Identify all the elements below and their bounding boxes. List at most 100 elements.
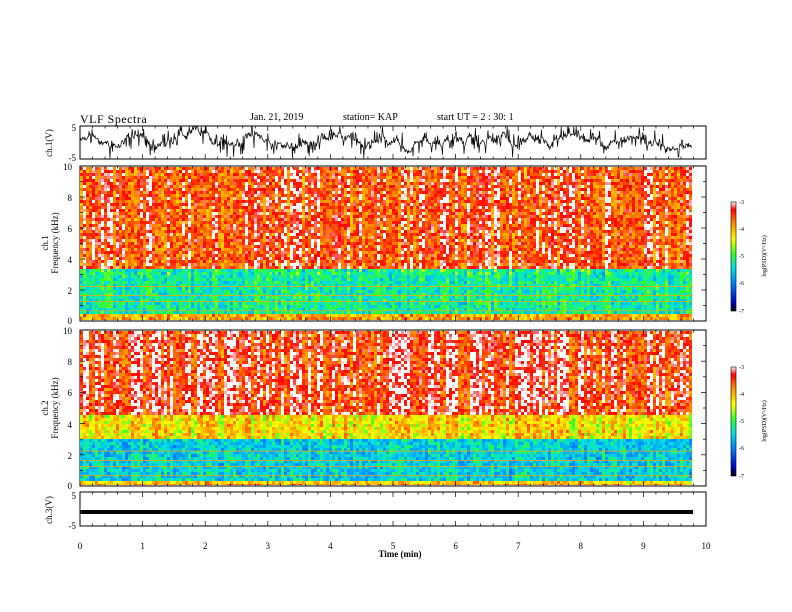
- spectrogram-cell: [398, 182, 401, 185]
- spectrogram-cell: [554, 233, 557, 236]
- spectrogram-cell: [686, 179, 689, 182]
- spectrogram-cell: [455, 197, 458, 200]
- spectrogram-cell: [341, 170, 344, 173]
- spectrogram-cell: [380, 203, 383, 206]
- spectrogram-cell: [404, 203, 407, 206]
- spectrogram-cell: [665, 197, 668, 200]
- spectrogram-cell: [98, 209, 101, 212]
- spectrogram-cell: [401, 215, 404, 218]
- spectrogram-cell: [167, 185, 170, 188]
- spectrogram-cell: [296, 185, 299, 188]
- spectrogram-cell: [419, 227, 422, 230]
- spectrogram-cell: [437, 236, 440, 239]
- spectrogram-cell: [305, 182, 308, 185]
- spectrogram-cell: [440, 170, 443, 173]
- spectrogram-cell: [467, 224, 470, 227]
- spectrogram-cell: [461, 173, 464, 176]
- spectrogram-cell: [605, 227, 608, 230]
- spectrogram-cell: [563, 185, 566, 188]
- spectrogram-cell: [191, 200, 194, 203]
- spectrogram-cell: [119, 230, 122, 233]
- spectrogram-cell: [257, 236, 260, 239]
- spectrogram-cell: [269, 239, 272, 242]
- spectrogram-cell: [650, 182, 653, 185]
- spectrogram-cell: [332, 173, 335, 176]
- spectrogram-cell: [680, 230, 683, 233]
- spectrogram-cell: [632, 224, 635, 227]
- spectrogram-cell: [467, 203, 470, 206]
- spectrogram-cell: [659, 215, 662, 218]
- spectrogram-cell: [491, 233, 494, 236]
- spectrogram-cell: [410, 233, 413, 236]
- spectrogram-cell: [182, 191, 185, 194]
- spectrogram-cell: [599, 221, 602, 224]
- spectrogram-cell: [344, 227, 347, 230]
- spectrogram-cell: [311, 200, 314, 203]
- spectrogram-cell: [224, 179, 227, 182]
- spectrogram-cell: [242, 197, 245, 200]
- spectrogram-cell: [131, 170, 134, 173]
- spectrogram-cell: [560, 203, 563, 206]
- spectrogram-cell: [296, 236, 299, 239]
- spectrogram-cell: [557, 203, 560, 206]
- spectrogram-cell: [449, 170, 452, 173]
- spectrogram-cell: [140, 179, 143, 182]
- spectrogram-cell: [479, 179, 482, 182]
- spectrogram-cell: [347, 191, 350, 194]
- spectrogram-cell: [488, 170, 491, 173]
- spectrogram-cell: [524, 200, 527, 203]
- spectrogram-cell: [554, 221, 557, 224]
- spectrogram-cell: [149, 179, 152, 182]
- spectrogram-cell: [305, 218, 308, 221]
- spectrogram-cell: [209, 236, 212, 239]
- spectrogram-cell: [221, 221, 224, 224]
- spectrogram-cell: [308, 233, 311, 236]
- spectrogram-cell: [599, 194, 602, 197]
- spectrogram-cell: [563, 230, 566, 233]
- spectrogram-cell: [650, 200, 653, 203]
- spectrogram-cell: [149, 230, 152, 233]
- spectrogram-cell: [413, 227, 416, 230]
- spectrogram-cell: [356, 224, 359, 227]
- spectrogram-cell: [434, 197, 437, 200]
- spectrogram-cell: [125, 227, 128, 230]
- spectrogram-cell: [332, 239, 335, 242]
- spectrogram-cell: [515, 224, 518, 227]
- spectrogram-cell: [623, 191, 626, 194]
- spectrogram-cell: [581, 182, 584, 185]
- spectrogram-cell: [278, 224, 281, 227]
- spectrogram-cell: [284, 197, 287, 200]
- spectrogram-cell: [155, 227, 158, 230]
- spectrogram-cell: [656, 224, 659, 227]
- spectrogram-cell: [410, 185, 413, 188]
- spectrogram-cell: [236, 239, 239, 242]
- spectrogram-cell: [395, 191, 398, 194]
- spectrogram-cell: [563, 209, 566, 212]
- spectrogram-cell: [644, 206, 647, 209]
- spectrogram-cell: [266, 197, 269, 200]
- spectrogram-cell: [503, 197, 506, 200]
- spectrogram-cell: [89, 167, 92, 170]
- spectrogram-cell: [110, 230, 113, 233]
- spectrogram-cell: [206, 176, 209, 179]
- spectrogram-cell: [107, 218, 110, 221]
- spectrogram-cell: [371, 215, 374, 218]
- spectrogram-cell: [215, 182, 218, 185]
- spectrogram-cell: [596, 218, 599, 221]
- spectrogram-cell: [449, 224, 452, 227]
- spectrogram-cell: [170, 167, 173, 170]
- spectrogram-cell: [557, 179, 560, 182]
- spectrogram-cell: [362, 170, 365, 173]
- spectrogram-cell: [473, 218, 476, 221]
- spectrogram-cell: [644, 194, 647, 197]
- spectrogram-cell: [200, 167, 203, 170]
- spectrogram-cell: [662, 215, 665, 218]
- spectrogram-cell: [683, 179, 686, 182]
- spectrogram-cell: [401, 176, 404, 179]
- spectrogram-cell: [182, 236, 185, 239]
- spectrogram-cell: [662, 176, 665, 179]
- spectrogram-cell: [371, 182, 374, 185]
- spectrogram-cell: [119, 173, 122, 176]
- spectrogram-cell: [488, 197, 491, 200]
- spectrogram-cell: [599, 212, 602, 215]
